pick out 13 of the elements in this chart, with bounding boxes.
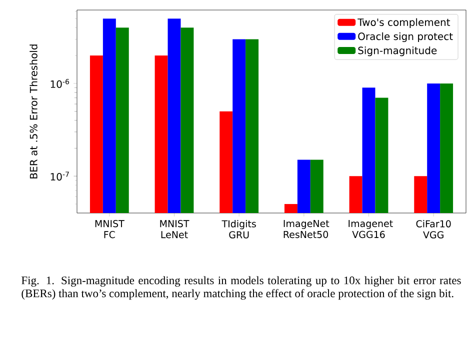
- y-tick-label: 10$^{-6}$: [50, 78, 70, 88]
- x-tick-label: MNIST LeNet: [160, 220, 190, 238]
- x-tick-label: CiFar10 VGG: [416, 220, 451, 238]
- y-tick-label: 10$^{-7}$: [50, 172, 69, 181]
- y-axis-title: BER at .5% Error Threshold: [30, 44, 38, 178]
- caption: Fig. 1. Sign-magnitude encoding results in models tolerating up to 10x higher bit error rates (BERs) than two’s complement, nearly matching the effect of oracle protection of the sign bit.: [22, 276, 461, 300]
- x-tick-label: ImageNet ResNet50: [284, 220, 330, 238]
- legend-label: Oracle sign protect: [358, 32, 453, 42]
- x-tick-label: Imagenet VGG16: [348, 220, 393, 238]
- x-tick-label: MNIST FC: [95, 220, 124, 238]
- legend-label: Two's complement: [358, 18, 450, 28]
- x-tick-label: TIdigits GRU: [222, 220, 256, 238]
- legend-label: Sign-magnitude: [358, 46, 437, 56]
